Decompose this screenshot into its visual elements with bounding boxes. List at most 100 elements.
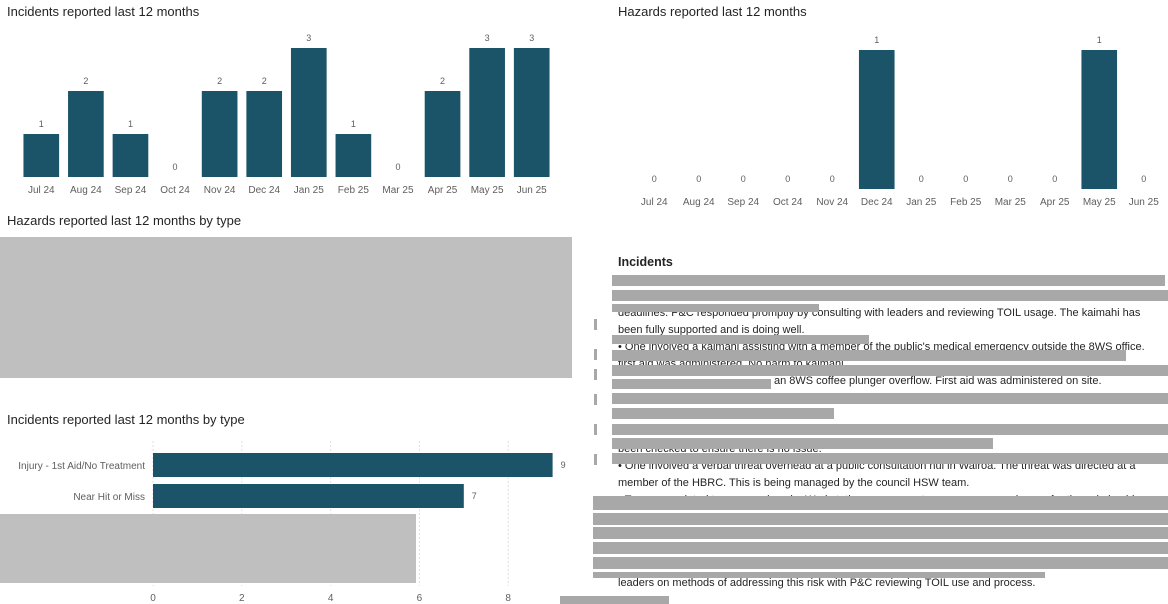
- redaction-bar: [612, 379, 771, 389]
- incidents-monthly-bar-may-25: [469, 48, 505, 177]
- redacted-incidents-by-type-rows: [0, 514, 416, 583]
- incidents-monthly-tick-label: Sep 24: [115, 185, 147, 196]
- incidents-monthly-tick-label: Apr 25: [428, 185, 458, 196]
- incidents-monthly-tick-label: Dec 24: [248, 185, 280, 196]
- redaction-bar: [593, 513, 1168, 525]
- hazards-monthly-data-label: 0: [696, 174, 701, 184]
- hazards-monthly-tick-label: Mar 25: [995, 197, 1027, 208]
- incidents-monthly-chart: 1 Jul 24 2 Aug 24 1 Sep 24 0 Oct 24 2 Nov 24 2 Dec …: [23, 33, 550, 196]
- incidents-monthly-tick-label: Jun 25: [517, 185, 547, 196]
- hazards-monthly-data-label: 0: [1052, 174, 1057, 184]
- incidents-monthly-bar-aug-24: [68, 91, 104, 177]
- hazards-monthly-tick-label: May 25: [1083, 197, 1116, 208]
- hazards-monthly-data-label: 1: [874, 35, 879, 45]
- incidents-monthly-bar-sep-24: [112, 134, 149, 177]
- redaction-bar: [612, 350, 1126, 361]
- hazards-monthly-tick-label: Nov 24: [816, 197, 848, 208]
- hazards-monthly-tick-label: Jan 25: [906, 197, 936, 208]
- redaction-bar: [593, 557, 1168, 569]
- redaction-bar: [594, 394, 597, 405]
- redaction-bar: [612, 408, 834, 419]
- incidents-monthly-tick-label: Nov 24: [204, 185, 236, 196]
- redaction-bar: [594, 369, 597, 380]
- hazards-by-type-title: Hazards reported last 12 months by type: [7, 213, 242, 228]
- redaction-bar: [612, 438, 993, 449]
- hazards-monthly-tick-label: Oct 24: [773, 197, 803, 208]
- incidents-monthly-bar-jul-24: [23, 134, 60, 177]
- hazards-monthly-tick-label: Apr 25: [1040, 197, 1070, 208]
- hazards-monthly-tick-label: Jul 24: [641, 197, 668, 208]
- redaction-bar: [593, 527, 1168, 539]
- incidents-by-type-bar-near-hit-or-miss: [153, 484, 464, 508]
- redaction-bar: [560, 596, 669, 604]
- hazards-monthly-tick-label: Aug 24: [683, 197, 715, 208]
- incidents-by-type-tick-label: 0: [150, 593, 156, 604]
- notes-line-5: an 8WS coffee plunger overflow. First ai…: [774, 375, 1102, 387]
- hazards-monthly-data-label: 0: [652, 174, 657, 184]
- incidents-monthly-bar-apr-25: [424, 91, 461, 177]
- incidents-monthly-data-label: 0: [395, 162, 400, 172]
- incidents-monthly-data-label: 3: [529, 33, 534, 43]
- incidents-monthly-data-label: 1: [128, 119, 133, 129]
- incidents-monthly-data-label: 3: [485, 33, 490, 43]
- hazards-monthly-data-label: 0: [1008, 174, 1013, 184]
- incidents-monthly-tick-label: May 25: [471, 185, 504, 196]
- redaction-bar: [612, 453, 1168, 464]
- redaction-bar: [612, 304, 819, 312]
- hazards-monthly-data-label: 0: [830, 174, 835, 184]
- hazards-monthly-data-label: 1: [1097, 35, 1102, 45]
- hazards-monthly-tick-label: Sep 24: [727, 197, 759, 208]
- redaction-bar: [612, 335, 869, 344]
- hazards-monthly-data-label: 0: [785, 174, 790, 184]
- incidents-monthly-title: Incidents reported last 12 months: [7, 4, 200, 19]
- hazards-monthly-tick-label: Dec 24: [861, 197, 893, 208]
- notes-line-10: leaders on methods of addressing this ri…: [618, 577, 1036, 589]
- incidents-by-type-bar-injury-1st-aid-no-treatment: [153, 453, 553, 477]
- notes-line-8: member of the HBRC. This is being manage…: [618, 477, 970, 489]
- incidents-monthly-data-label: 0: [173, 162, 178, 172]
- hazards-monthly-tick-label: Jun 25: [1129, 197, 1159, 208]
- redaction-bar: [612, 424, 1168, 435]
- incidents-monthly-tick-label: Feb 25: [338, 185, 370, 196]
- incidents-monthly-bar-feb-25: [335, 134, 372, 177]
- incidents-by-type-tick-label: 8: [505, 593, 511, 604]
- hazards-monthly-bar-may-25: [1081, 50, 1118, 189]
- redaction-bar: [593, 496, 1168, 510]
- incidents-by-type-data-label: 7: [472, 491, 477, 501]
- redaction-bar: [594, 349, 597, 360]
- notes-heading: Incidents: [618, 255, 673, 269]
- incidents-monthly-tick-label: Jul 24: [28, 185, 55, 196]
- incidents-by-type-tick-label: 6: [417, 593, 423, 604]
- incidents-by-type-title: Incidents reported last 12 months by typ…: [7, 412, 245, 427]
- incidents-monthly-bar-dec-24: [246, 91, 283, 177]
- hazards-monthly-data-label: 0: [963, 174, 968, 184]
- redacted-hazards-by-type-chart: [0, 237, 572, 378]
- redaction-bar: [594, 454, 597, 465]
- hazards-monthly-data-label: 0: [741, 174, 746, 184]
- redaction-bar: [612, 275, 1165, 286]
- redaction-bar: [593, 542, 1168, 554]
- redaction-bar: [593, 572, 1045, 578]
- redaction-bar: [612, 290, 1168, 301]
- incidents-monthly-bar-jan-25: [290, 48, 327, 177]
- hazards-monthly-chart: 0 Jul 24 0 Aug 24 0 Sep 24 0 Oct 24 0 Nov 24 1 Dec …: [641, 35, 1159, 208]
- incidents-monthly-tick-label: Aug 24: [70, 185, 102, 196]
- incidents-monthly-bar-jun-25: [513, 48, 550, 177]
- incidents-by-type-category-label: Near Hit or Miss: [73, 492, 145, 503]
- incidents-monthly-data-label: 1: [39, 119, 44, 129]
- incidents-by-type-category-label: Injury - 1st Aid/No Treatment: [18, 461, 145, 472]
- hazards-monthly-tick-label: Feb 25: [950, 197, 982, 208]
- incidents-by-type-data-label: 9: [561, 460, 566, 470]
- incidents-monthly-tick-label: Mar 25: [382, 185, 414, 196]
- incidents-monthly-data-label: 3: [306, 33, 311, 43]
- hazards-monthly-title: Hazards reported last 12 months: [618, 4, 807, 19]
- incidents-monthly-data-label: 2: [262, 76, 267, 86]
- redaction-bar: [612, 393, 1168, 404]
- incidents-by-type-tick-label: 4: [328, 593, 334, 604]
- incidents-monthly-bar-nov-24: [201, 91, 238, 177]
- redaction-bar: [594, 424, 597, 435]
- incident-notes-panel: Incidents deadlines. P&C responded promp…: [618, 254, 1166, 589]
- incidents-monthly-tick-label: Oct 24: [160, 185, 190, 196]
- incidents-monthly-tick-label: Jan 25: [294, 185, 324, 196]
- incidents-monthly-data-label: 2: [440, 76, 445, 86]
